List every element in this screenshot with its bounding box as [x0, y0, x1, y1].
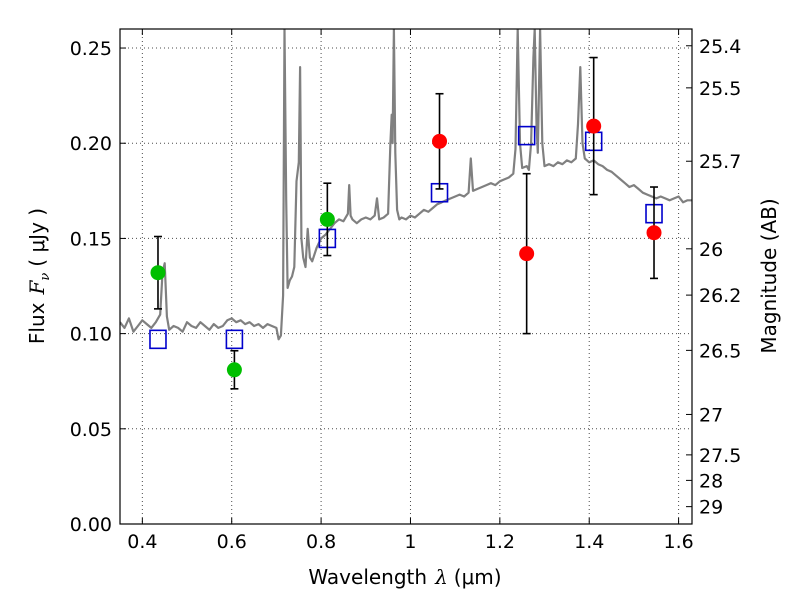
y2-tick-label: 26.2 — [699, 285, 741, 307]
x-tick-label: 0.8 — [306, 531, 336, 553]
x-axis-label: Wavelength λ (μm) — [308, 565, 501, 589]
y2-tick-label: 25.5 — [699, 78, 741, 100]
observed-point — [519, 246, 535, 262]
y2-tick-label: 26 — [699, 239, 723, 261]
observed-point — [646, 225, 662, 241]
y-tick-label: 0.00 — [70, 514, 112, 536]
observed-point — [319, 211, 335, 227]
y2-tick-label: 26.5 — [699, 340, 741, 362]
model-square-point — [517, 125, 536, 146]
x-tick-label: 1.2 — [485, 531, 515, 553]
y-tick-label: 0.15 — [70, 228, 112, 250]
model-square-point — [149, 329, 167, 350]
observed-point — [226, 362, 242, 378]
y-tick-label: 0.10 — [70, 324, 112, 346]
y-axis-label: FluxFν( μJy ) — [25, 208, 53, 344]
x-tick-label: 0.6 — [217, 531, 247, 553]
observed-point — [586, 118, 602, 134]
y2-tick-label: 25.4 — [699, 36, 741, 58]
observed-point — [432, 133, 448, 149]
plot-frame — [119, 28, 693, 525]
data-area — [120, 29, 692, 390]
y-tick-label: 0.05 — [70, 419, 112, 441]
x-tick-label: 1.4 — [574, 531, 604, 553]
y2-tick-label: 29 — [699, 497, 723, 519]
model-square-point — [225, 329, 244, 350]
spectrum-line — [120, 29, 692, 341]
y2-tick-label: 25.7 — [699, 151, 741, 173]
tick-marks — [120, 29, 692, 525]
x-tick-label: 1 — [404, 531, 416, 553]
y2-tick-label: 27.5 — [699, 445, 741, 467]
x-tick-label: 0.4 — [127, 531, 157, 553]
observed-point — [150, 265, 166, 281]
x-tick-label: 1.6 — [663, 531, 693, 553]
y2-tick-label: 27 — [699, 404, 723, 426]
y-tick-label: 0.25 — [70, 38, 112, 60]
y2-axis-label: Magnitude (AB) — [757, 198, 781, 353]
y2-tick-label: 28 — [699, 470, 723, 492]
y-tick-label: 0.20 — [70, 133, 112, 155]
